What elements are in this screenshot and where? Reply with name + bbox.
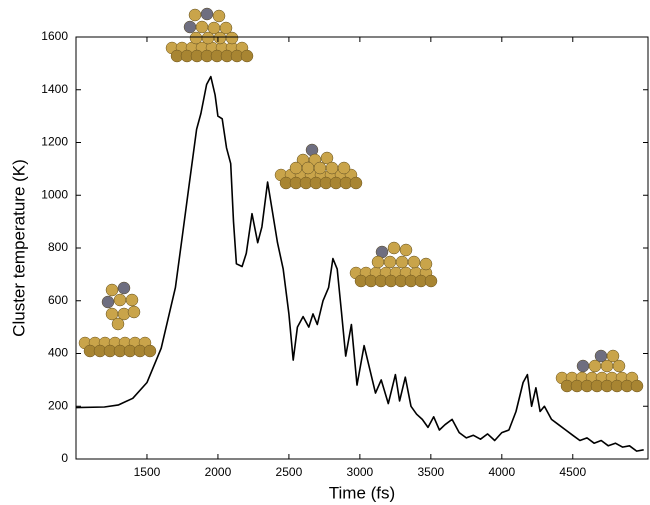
cluster-atom	[313, 161, 327, 175]
y-tick-label: 1400	[41, 82, 68, 96]
x-tick-label: 3500	[417, 465, 444, 479]
cluster-atom	[371, 255, 385, 269]
y-tick-label: 400	[48, 346, 68, 360]
cluster-atom	[200, 7, 214, 21]
cluster-atom	[576, 359, 590, 373]
surface-atom	[424, 274, 438, 288]
x-tick-label: 2000	[205, 465, 232, 479]
cluster-atom	[101, 295, 115, 309]
y-tick-label: 1000	[41, 187, 68, 201]
cluster-atom	[183, 20, 197, 34]
y-tick-label: 0	[61, 451, 68, 465]
cluster-atom	[301, 161, 315, 175]
cluster-atom	[594, 349, 608, 363]
x-axis-title: Time (fs)	[329, 483, 395, 502]
y-tick-label: 200	[48, 398, 68, 412]
cluster-atom	[612, 359, 626, 373]
x-tick-label: 2500	[276, 465, 303, 479]
cluster-atom	[125, 293, 139, 307]
cluster-atom	[213, 31, 227, 45]
cluster-atom	[111, 317, 125, 331]
surface-atom	[240, 49, 254, 63]
cluster-atom	[337, 161, 351, 175]
y-tick-label: 1200	[41, 135, 68, 149]
x-tick-label: 4000	[488, 465, 515, 479]
data-line	[75, 75, 644, 452]
cluster-atom	[320, 151, 334, 165]
cluster-atom	[383, 255, 397, 269]
cluster-atom	[387, 241, 401, 255]
cluster-atom	[219, 21, 233, 35]
cluster-atom	[325, 161, 339, 175]
cluster-atom	[117, 281, 131, 295]
surface-atom	[630, 379, 644, 393]
cluster-atom	[407, 255, 421, 269]
cluster-atom	[606, 349, 620, 363]
surface-atom	[349, 176, 363, 190]
cluster-atom	[105, 283, 119, 297]
cluster-atom	[188, 8, 202, 22]
x-tick-label: 3000	[347, 465, 374, 479]
surface-atom	[143, 344, 157, 358]
x-tick-label: 1500	[134, 465, 161, 479]
cluster-atom	[189, 31, 203, 45]
cluster-atom	[127, 305, 141, 319]
cluster-atom	[289, 161, 303, 175]
cluster-atom	[399, 243, 413, 257]
cluster-atom	[113, 293, 127, 307]
cluster-atom	[225, 31, 239, 45]
cluster-atom	[395, 255, 409, 269]
y-axis-title: Cluster temperature (K)	[9, 159, 28, 337]
y-tick-label: 600	[48, 293, 68, 307]
cluster-atom	[195, 20, 209, 34]
cluster-atom	[212, 9, 226, 23]
plot-frame	[75, 36, 649, 460]
x-tick-label: 4500	[559, 465, 586, 479]
y-tick-label: 800	[48, 240, 68, 254]
cluster-atom	[201, 31, 215, 45]
y-tick-label: 1600	[41, 29, 68, 43]
cluster-atom	[419, 257, 433, 271]
cluster-insets	[78, 7, 644, 393]
